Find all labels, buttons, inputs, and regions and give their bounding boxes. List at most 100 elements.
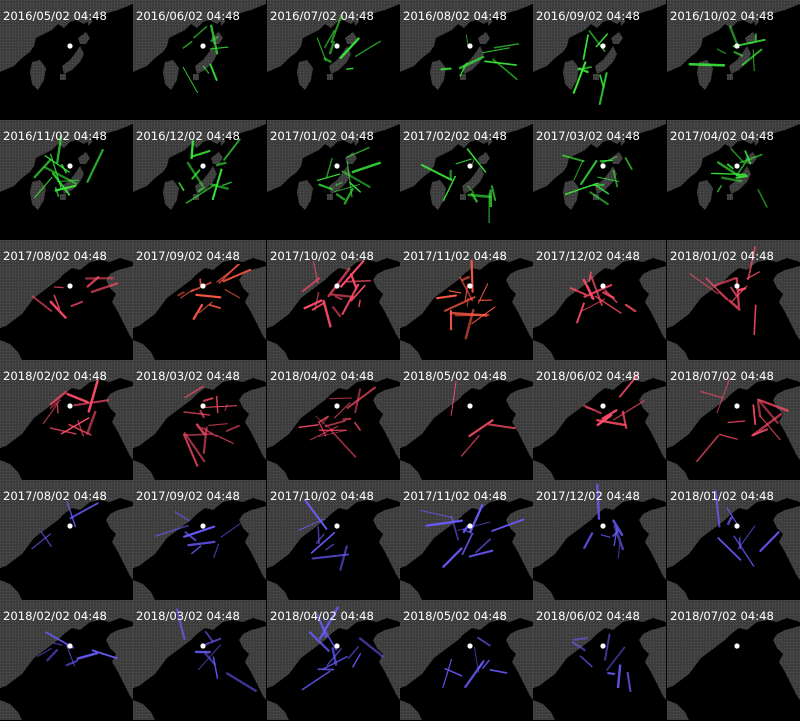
map-frame: 2017/08/02 04:48 [0, 240, 133, 360]
map-frame: 2017/03/02 04:48 [533, 120, 666, 240]
track-streak [68, 423, 92, 436]
track-streak [216, 263, 240, 283]
track-streak [185, 183, 216, 204]
location-marker [67, 283, 73, 289]
land-area [133, 0, 266, 72]
location-marker [67, 643, 73, 649]
land-area [506, 506, 533, 580]
track-streak [70, 300, 83, 307]
location-marker [200, 403, 206, 409]
track-streak [350, 284, 366, 302]
track-streak [714, 277, 737, 287]
land-area [86, 4, 92, 26]
track-streak [202, 65, 210, 74]
track-streak [717, 184, 722, 193]
land-area [506, 266, 533, 340]
frame-timestamp: 2017/02/02 04:48 [403, 129, 507, 143]
track-streak [696, 435, 719, 462]
land-area [0, 240, 133, 328]
map-frame: 2018/04/02 04:48 [267, 600, 400, 720]
frame-timestamp: 2017/01/02 04:48 [270, 129, 374, 143]
land-area [373, 386, 400, 460]
track-streak [561, 154, 585, 163]
land-area [133, 240, 266, 328]
land-area [239, 386, 266, 460]
land-area [506, 626, 533, 700]
frame-timestamp: 2018/03/02 04:48 [136, 609, 240, 623]
track-streak [752, 49, 755, 72]
land-area [533, 600, 666, 688]
land-area [133, 360, 266, 448]
track-streak [301, 277, 321, 293]
track-streak [197, 186, 206, 193]
track-streak [211, 168, 223, 201]
track-streak [491, 518, 525, 532]
track-streak [444, 667, 463, 677]
track-streak [586, 285, 594, 300]
land-area [400, 360, 533, 448]
track-streak [578, 67, 589, 74]
track-streak [439, 67, 452, 71]
location-marker [600, 643, 606, 649]
land-area [533, 240, 666, 328]
land-area [486, 4, 492, 26]
land-area [0, 360, 133, 448]
land-area [62, 46, 84, 74]
track-streak [482, 47, 510, 54]
track-streak [751, 428, 768, 437]
track-streak [467, 185, 476, 195]
track-streak [328, 40, 335, 56]
location-marker [734, 643, 740, 649]
location-marker [334, 43, 340, 49]
frame-timestamp: 2016/06/02 04:48 [136, 9, 240, 23]
track-streak [212, 656, 219, 679]
track-streak [425, 519, 464, 527]
track-streak [202, 397, 214, 402]
land-area [400, 340, 422, 360]
land-area [533, 360, 666, 448]
track-streak [700, 390, 724, 399]
track-streak [195, 423, 206, 436]
track-streak [756, 401, 762, 418]
map-frame: 2016/05/02 04:48 [0, 0, 133, 120]
track-streak [618, 372, 640, 398]
land-area [239, 506, 266, 580]
frame-timestamp: 2017/04/02 04:48 [670, 129, 774, 143]
track-streak [330, 13, 343, 44]
map-canvas [533, 240, 666, 360]
track-streak [589, 191, 609, 206]
track-streak [341, 170, 371, 189]
land-area [0, 460, 22, 480]
track-streak [492, 58, 518, 81]
track-streak [325, 543, 334, 551]
track-streak [617, 541, 621, 559]
track-streak [733, 535, 755, 567]
map-canvas [0, 480, 133, 600]
land-area [639, 386, 666, 460]
track-streak [596, 419, 627, 427]
track-streak [741, 48, 763, 66]
track-streak [304, 498, 328, 530]
track-streak [435, 294, 457, 300]
track-streak [594, 295, 622, 314]
track-streak [90, 281, 120, 294]
track-streak [221, 181, 233, 187]
frame-timestamp: 2018/01/02 04:48 [670, 249, 774, 263]
track-streak [182, 66, 199, 94]
land-area [353, 4, 359, 26]
track-streak [714, 490, 721, 528]
track-streak [187, 540, 216, 547]
track-streak [73, 399, 110, 407]
frame-timestamp: 2016/05/02 04:48 [3, 9, 107, 23]
map-frame: 2018/05/02 04:48 [400, 600, 533, 720]
track-streak [318, 430, 346, 438]
track-streak [576, 302, 585, 324]
track-streak [49, 399, 61, 410]
track-streak [184, 531, 197, 542]
track-streak [324, 420, 346, 428]
map-canvas [133, 120, 266, 240]
frame-timestamp: 2018/02/02 04:48 [3, 369, 107, 383]
track-streak [598, 72, 608, 106]
map-frame: 2018/02/02 04:48 [0, 600, 133, 720]
track-streak [579, 655, 593, 668]
